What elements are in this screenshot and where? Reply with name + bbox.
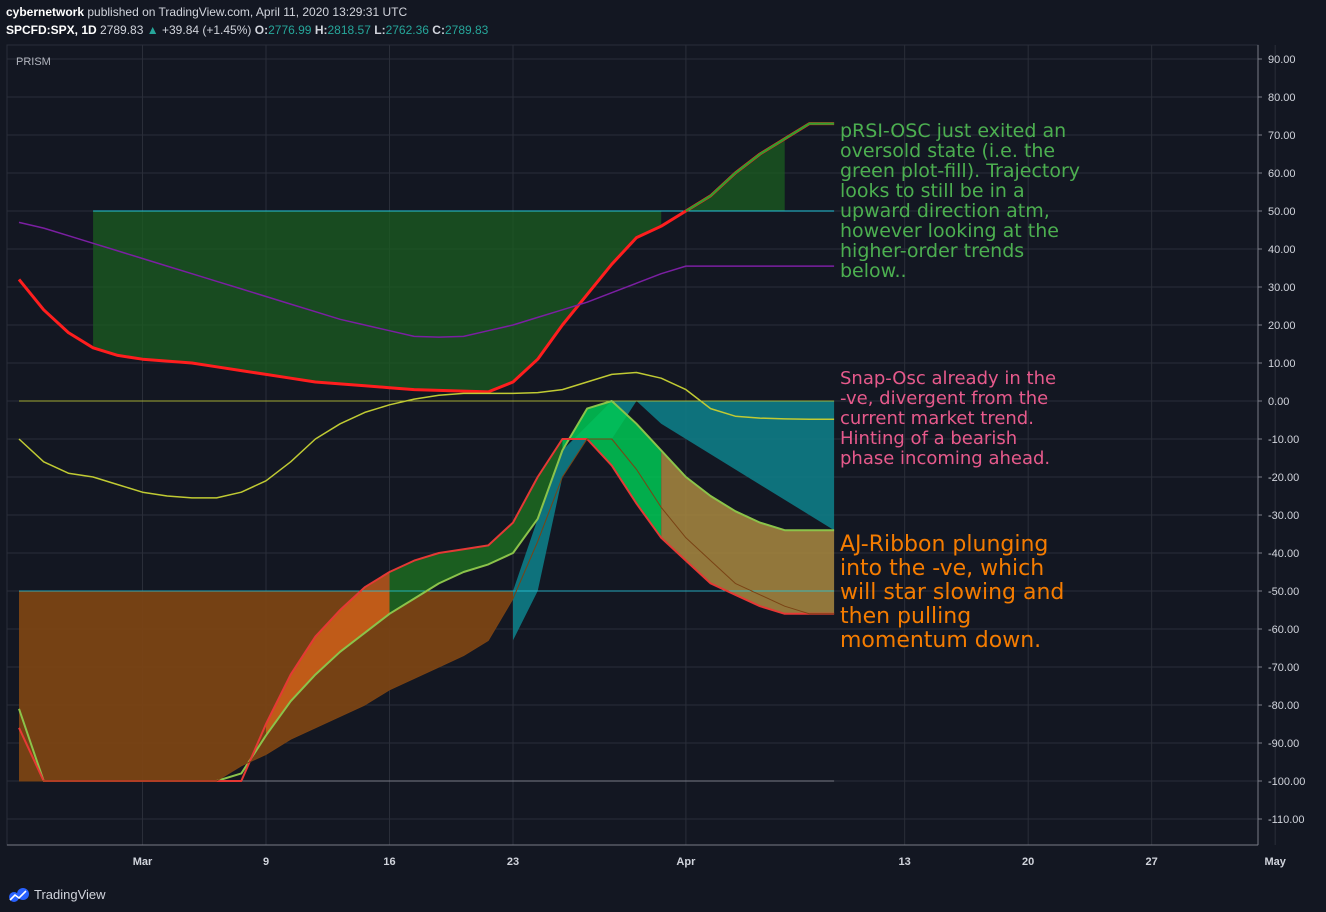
x-tick-label: 23 <box>507 856 519 868</box>
annotation-aj: AJ-Ribbon plunging into the -ve, which w… <box>840 532 1065 653</box>
open-label: O: <box>254 23 269 37</box>
close-label: C: <box>432 23 445 37</box>
y-tick-label: 10.00 <box>1268 358 1296 370</box>
quote-line: SPCFD:SPX, 1D 2789.83 ▲ +39.84 (+1.45%) … <box>6 23 488 37</box>
x-tick-label: May <box>1264 856 1286 868</box>
prsi-signal-line <box>18 221 835 338</box>
y-tick-label: 30.00 <box>1268 282 1296 294</box>
publish-info: published on TradingView.com, April 11, … <box>84 5 408 19</box>
publish-line: cybernetwork published on TradingView.co… <box>6 5 407 19</box>
aj-orange-band <box>266 572 390 736</box>
close-value: 2789.83 <box>444 23 489 37</box>
open-value: 2776.99 <box>268 23 312 37</box>
aj-green-fill <box>389 439 563 614</box>
y-tick-label: -40.00 <box>1268 548 1299 560</box>
y-tick-label: 70.00 <box>1268 130 1296 142</box>
prsi-oversold-fill <box>93 211 662 392</box>
prsi-upper-line <box>685 122 835 212</box>
low-value: 2762.36 <box>385 23 429 37</box>
snap-osc-line <box>18 371 835 499</box>
tradingview-logo-icon[interactable] <box>8 886 30 904</box>
x-tick-label: 16 <box>383 856 395 868</box>
y-tick-label: -50.00 <box>1268 586 1299 598</box>
annotation-prsi: pRSI-OSC just exited an oversold state (… <box>840 120 1081 282</box>
y-tick-label: 50.00 <box>1268 206 1296 218</box>
y-tick-label: -20.00 <box>1268 472 1299 484</box>
y-tick-label: -80.00 <box>1268 700 1299 712</box>
y-tick-label: 90.00 <box>1268 54 1296 66</box>
price-change: +39.84 (+1.45%) <box>162 23 252 37</box>
y-tick-label: -60.00 <box>1268 624 1299 636</box>
last-price: 2789.83 <box>100 23 144 37</box>
x-tick-label: 27 <box>1146 856 1158 868</box>
symbol-label[interactable]: SPCFD:SPX, 1D <box>6 23 97 37</box>
aj-orange-fill <box>19 591 513 781</box>
y-tick-label: -100.00 <box>1268 776 1305 788</box>
annotation-snap: Snap-Osc already in the -ve, divergent f… <box>840 368 1057 469</box>
y-tick-label: -110.00 <box>1268 814 1305 826</box>
chart-header: cybernetwork published on TradingView.co… <box>0 0 1326 40</box>
y-tick-label: 0.00 <box>1268 396 1289 408</box>
plot-fills <box>19 138 835 781</box>
footer-brand[interactable]: TradingView <box>34 887 106 902</box>
indicator-label[interactable]: PRISM <box>16 56 51 68</box>
x-tick-label: 9 <box>263 856 269 868</box>
x-tick-label: 13 <box>899 856 911 868</box>
y-tick-label: -90.00 <box>1268 738 1299 750</box>
y-tick-label: 80.00 <box>1268 92 1296 104</box>
publisher-name[interactable]: cybernetwork <box>6 5 85 19</box>
y-tick-label: 20.00 <box>1268 320 1296 332</box>
y-tick-label: -10.00 <box>1268 434 1299 446</box>
y-tick-label: 60.00 <box>1268 168 1296 180</box>
x-tick-label: Mar <box>133 856 153 868</box>
x-tick-label: 20 <box>1022 856 1034 868</box>
x-tick-label: Apr <box>676 856 696 868</box>
y-tick-label: -70.00 <box>1268 662 1299 674</box>
low-label: L: <box>374 23 386 37</box>
change-arrow-icon: ▲ <box>146 23 159 37</box>
aj-ribbon-base-line <box>19 438 835 782</box>
series-lines <box>17 122 835 782</box>
y-tick-label: -30.00 <box>1268 510 1299 522</box>
snap-cyan-fill <box>513 401 835 641</box>
high-value: 2818.57 <box>327 23 371 37</box>
footer: TradingView <box>0 878 1326 912</box>
axes: 90.0080.0070.0060.0050.0040.0030.0020.00… <box>7 45 1305 868</box>
chart-canvas[interactable]: 90.0080.0070.0060.0050.0040.0030.0020.00… <box>0 40 1326 878</box>
y-tick-label: 40.00 <box>1268 244 1296 256</box>
high-label: H: <box>314 23 328 37</box>
